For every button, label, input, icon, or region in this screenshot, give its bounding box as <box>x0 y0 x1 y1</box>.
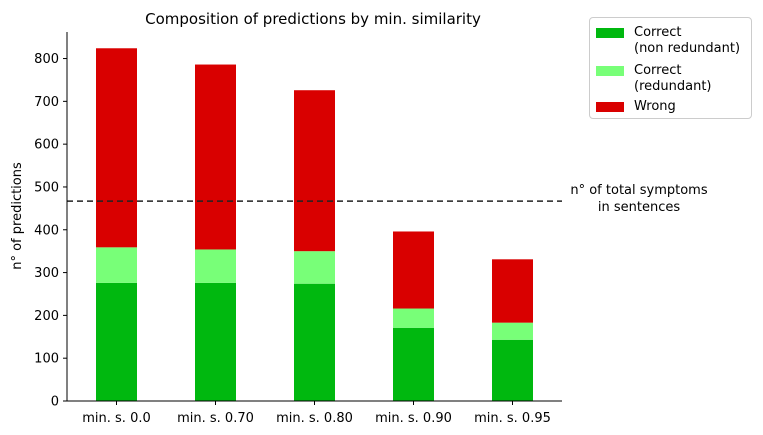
bars-group <box>96 48 533 401</box>
bar-1-series-1 <box>96 282 137 401</box>
y-tick-label: 0 <box>51 395 59 410</box>
y-axis-label: n° of predictions <box>10 162 25 270</box>
reference-line-label: n° of total symptoms in sentences <box>570 183 707 215</box>
x-tick-label: min. s. 0.70 <box>177 411 254 426</box>
bar-4-series-1 <box>393 327 434 401</box>
legend-swatch <box>596 102 624 112</box>
bar-5-series-1 <box>492 339 533 401</box>
axes-group: 0 100 200 300 400 500 600 700 800 min. s. 0.0 min.… <box>34 32 562 426</box>
bar-3-series-2 <box>294 251 335 284</box>
bar-1-series-3 <box>96 48 137 248</box>
bar-3-series-3 <box>294 90 335 252</box>
legend-item-1: Correct (non redundant) <box>596 25 740 57</box>
bar-2-series-2 <box>195 249 236 283</box>
y-tick-label: 300 <box>34 266 59 281</box>
y-tick-label: 200 <box>34 309 59 324</box>
y-tick-label: 600 <box>34 138 59 153</box>
y-tick-label: 700 <box>34 95 59 110</box>
bar-4-series-3 <box>393 231 434 309</box>
x-tick-label: min. s. 0.80 <box>276 411 353 426</box>
y-tick-label: 400 <box>34 223 59 238</box>
legend-swatch <box>596 28 624 38</box>
y-tick-label: 800 <box>34 52 59 67</box>
legend-swatch <box>596 66 624 76</box>
legend-item-3: Wrong <box>596 99 676 115</box>
x-tick-label: min. s. 0.95 <box>474 411 551 426</box>
bar-5-series-2 <box>492 322 533 340</box>
x-tick-label: min. s. 0.90 <box>375 411 452 426</box>
bar-5-series-3 <box>492 259 533 323</box>
legend-label: Wrong <box>634 99 676 114</box>
bar-1-series-2 <box>96 247 137 283</box>
legend-item-2: Correct (redundant) <box>596 63 712 95</box>
chart-title: Composition of predictions by min. simil… <box>145 10 481 28</box>
bar-2-series-1 <box>195 282 236 401</box>
bar-4-series-2 <box>393 308 434 328</box>
reference-line-group: n° of total symptoms in sentences <box>67 183 708 215</box>
x-tick-label: min. s. 0.0 <box>82 411 151 426</box>
bar-2-series-3 <box>195 64 236 250</box>
bar-3-series-1 <box>294 283 335 401</box>
legend-label: Correct (non redundant) <box>634 25 741 56</box>
y-tick-label: 500 <box>34 180 59 195</box>
legend: Correct (non redundant) Correct (redundan… <box>589 17 752 119</box>
y-tick-label: 100 <box>34 352 59 367</box>
legend-label: Correct (redundant) <box>634 63 712 94</box>
